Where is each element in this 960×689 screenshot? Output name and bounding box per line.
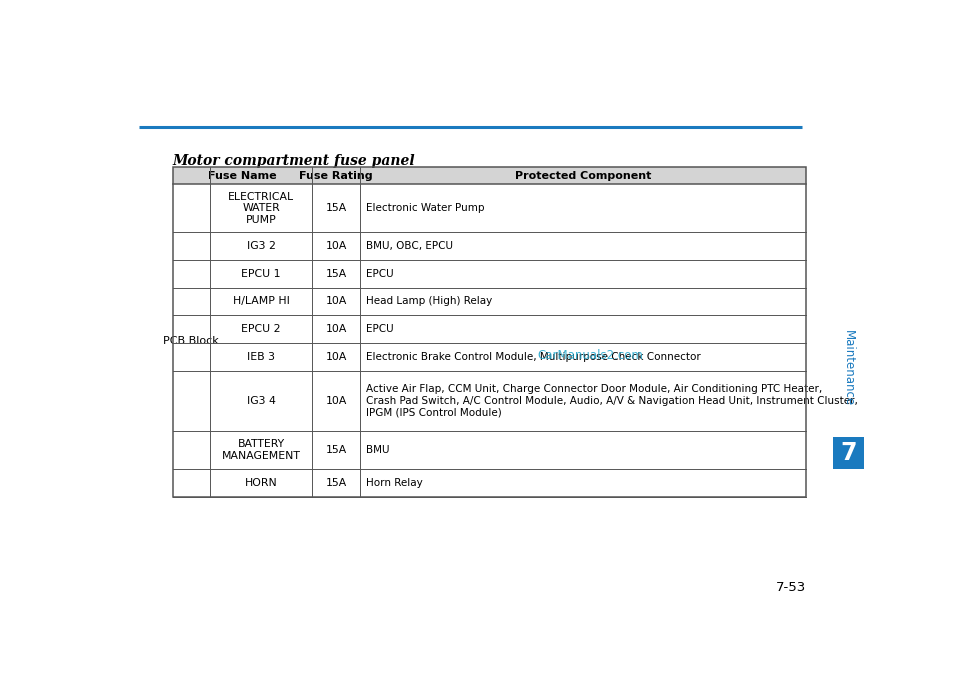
Bar	[173, 185, 805, 232]
Bar	[173, 316, 805, 343]
Text: 7-53: 7-53	[776, 582, 805, 595]
Text: BMU: BMU	[366, 445, 389, 455]
Text: Horn Relay: Horn Relay	[366, 478, 422, 488]
Text: EPCU: EPCU	[366, 324, 394, 334]
Text: 15A: 15A	[325, 203, 347, 213]
Bar	[173, 260, 805, 287]
Text: HORN: HORN	[245, 478, 277, 488]
Bar	[173, 469, 805, 497]
Text: 10A: 10A	[325, 395, 347, 406]
Bar	[173, 343, 805, 371]
Text: 15A: 15A	[325, 478, 347, 488]
Text: IG3 2: IG3 2	[247, 241, 276, 251]
Text: Motor compartment fuse panel: Motor compartment fuse panel	[173, 154, 416, 167]
Bar	[173, 232, 805, 260]
Text: EPCU 1: EPCU 1	[241, 269, 280, 278]
Text: H/LAMP HI: H/LAMP HI	[232, 296, 290, 307]
Text: Fuse Name: Fuse Name	[208, 171, 276, 181]
Text: 10A: 10A	[325, 296, 347, 307]
Bar	[173, 287, 805, 316]
Text: EPCU 2: EPCU 2	[241, 324, 280, 334]
Text: 7: 7	[840, 441, 856, 465]
Text: 10A: 10A	[325, 241, 347, 251]
Text: Electronic Water Pump: Electronic Water Pump	[366, 203, 484, 213]
Text: PCB Block: PCB Block	[163, 336, 219, 346]
Text: Electronic Brake Control Module, Multipurpose Check Connector: Electronic Brake Control Module, Multipu…	[366, 352, 701, 362]
Text: Active Air Flap, CCM Unit, Charge Connector Door Module, Air Conditioning PTC He: Active Air Flap, CCM Unit, Charge Connec…	[366, 384, 857, 418]
Text: BATTERY
MANAGEMENT: BATTERY MANAGEMENT	[222, 439, 300, 461]
Bar	[173, 431, 805, 469]
Text: EPCU: EPCU	[366, 269, 394, 278]
Text: BMU, OBC, EPCU: BMU, OBC, EPCU	[366, 241, 453, 251]
Text: 10A: 10A	[325, 324, 347, 334]
Text: IG3 4: IG3 4	[247, 395, 276, 406]
Text: Protected Component: Protected Component	[515, 171, 651, 181]
Text: Fuse Rating: Fuse Rating	[300, 171, 373, 181]
Text: ELECTRICAL
WATER
PUMP: ELECTRICAL WATER PUMP	[228, 192, 294, 225]
Text: IEB 3: IEB 3	[247, 352, 276, 362]
Bar	[833, 437, 864, 469]
Text: CarManuals2.com: CarManuals2.com	[537, 349, 643, 362]
Bar	[173, 167, 805, 185]
Bar	[173, 167, 805, 497]
Bar	[173, 371, 805, 431]
Text: Maintenance: Maintenance	[842, 329, 855, 406]
Text: 15A: 15A	[325, 269, 347, 278]
Text: Head Lamp (High) Relay: Head Lamp (High) Relay	[366, 296, 492, 307]
Text: 15A: 15A	[325, 445, 347, 455]
Text: 10A: 10A	[325, 352, 347, 362]
